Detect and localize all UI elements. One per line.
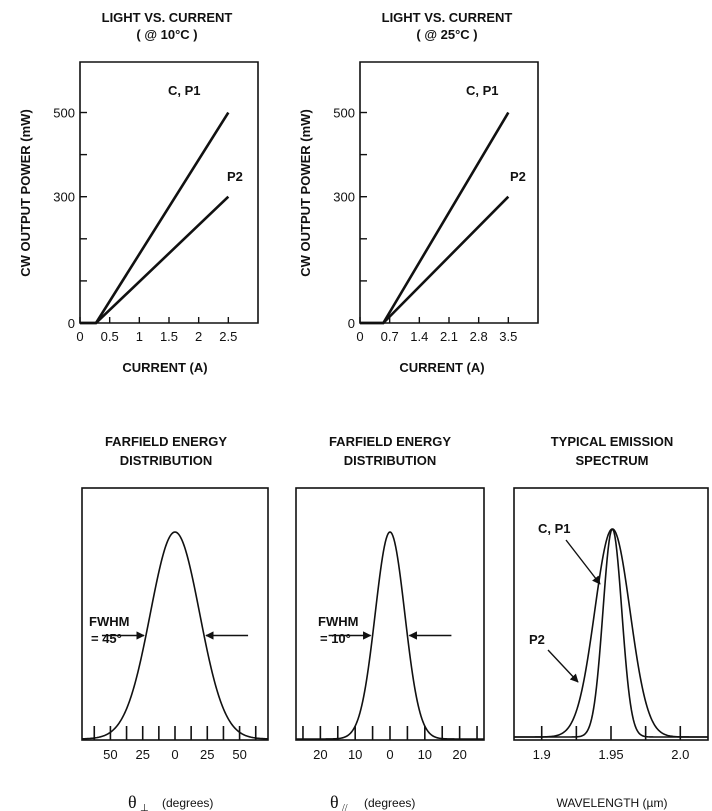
chart2-title: LIGHT VS. CURRENT [382,10,513,25]
x-tick-label: 25 [200,747,214,762]
chart4-axis-label: θ // (degrees) [330,792,415,811]
chart-farfield-parallel: FARFIELD ENERGY DISTRIBUTION 20 10 0 10 20 F… [295,434,485,811]
chart4-curve [296,531,484,740]
chart5-ticks: 1.9 1.95 2.0 [533,726,689,762]
x-tick-label: 2.8 [470,329,488,344]
chart5-curves [514,528,708,738]
chart2-y-axis-label: CW OUTPUT POWER (mW) [298,109,313,277]
chart5-x-axis-label: WAVELENGTH (µm) [557,796,668,810]
chart4-degrees-unit: (degrees) [364,796,415,810]
x-tick-label: 50 [232,747,246,762]
y-tick-label: 500 [53,106,75,121]
x-tick-label: 1.95 [598,747,623,762]
chart2-x-axis-label: CURRENT (A) [399,360,484,375]
chart1-ticks: 0 300 500 0 0.5 1 1.5 2 2.5 [53,106,237,344]
chart2-plot-frame [359,61,539,324]
farfield-curve [81,531,269,740]
x-tick-label: 10 [348,747,362,762]
x-tick-label: 2 [195,329,202,344]
x-tick-label: 1.5 [160,329,178,344]
chart1-series-label-p2: P2 [227,169,243,184]
y-tick-label: 300 [333,190,355,205]
chart4-title: FARFIELD ENERGY [329,434,451,449]
chart-light-vs-current-25c: LIGHT VS. CURRENT ( @ 25°C ) CW OUTPUT P… [298,10,539,375]
y-tick-label: 300 [53,190,75,205]
chart3-curve [81,531,269,740]
farfield-curve [296,531,484,740]
chart1-lines [80,111,230,325]
chart4-theta-subscript: // [342,803,348,811]
chart2-series-label-cp1: C, P1 [466,83,499,98]
x-tick-label: 50 [103,747,117,762]
x-tick-label: 2.5 [219,329,237,344]
chart3-ticks: 50 25 0 25 50 [93,726,257,762]
x-tick-label: 0.7 [381,329,399,344]
chart4-subtitle: DISTRIBUTION [344,453,436,468]
chart4-fwhm-value: = 10° [320,631,351,646]
x-tick-label: 3.5 [499,329,517,344]
chart-farfield-perpendicular: FARFIELD ENERGY DISTRIBUTION 50 25 0 25 50 F… [81,434,269,811]
spectrum-curve [514,528,708,738]
x-tick-label: 20 [313,747,327,762]
x-tick-label: 10 [418,747,432,762]
chart2-lines [360,111,510,325]
x-tick-label: 25 [135,747,149,762]
chart3-theta-symbol: θ [128,792,137,811]
x-tick-label: 1.4 [410,329,428,344]
chart3-fwhm-value: = 45° [91,631,122,646]
chart4-ticks: 20 10 0 10 20 [302,726,478,762]
chart3-degrees-unit: (degrees) [162,796,213,810]
chart5-title: TYPICAL EMISSION [551,434,674,449]
y-tick-label: 0 [348,316,355,331]
x-tick-label: 0 [386,747,393,762]
p2-pointer-arrow [547,649,579,683]
x-tick-label: 2.1 [440,329,458,344]
x-tick-label: 0.5 [101,329,119,344]
x-tick-label: 1 [136,329,143,344]
x-tick-label: 1.9 [533,747,551,762]
chart3-title: FARFIELD ENERGY [105,434,227,449]
chart2-series-label-p2: P2 [510,169,526,184]
chart1-plot-frame [79,61,259,324]
series-line [80,195,230,325]
chart5-series-label-cp1: C, P1 [538,521,571,536]
chart4-fwhm-label: FWHM [318,614,358,629]
chart-emission-spectrum: TYPICAL EMISSION SPECTRUM 1.9 1.95 2.0 C, … [513,434,709,810]
chart3-axis-label: θ ⊥ (degrees) [128,792,213,811]
chart1-x-axis-label: CURRENT (A) [122,360,207,375]
chart5-series-label-p2: P2 [529,632,545,647]
chart3-theta-subscript: ⊥ [140,803,149,811]
y-tick-label: 0 [68,316,75,331]
chart1-y-axis-label: CW OUTPUT POWER (mW) [18,109,33,277]
cp1-pointer-arrow [565,539,601,585]
chart4-theta-symbol: θ [330,792,339,811]
chart3-subtitle: DISTRIBUTION [120,453,212,468]
x-tick-label: 0 [171,747,178,762]
x-tick-label: 20 [452,747,466,762]
chart3-fwhm-label: FWHM [89,614,129,629]
chart2-subtitle: ( @ 25°C ) [416,27,477,42]
x-tick-label: 0 [76,329,83,344]
chart1-subtitle: ( @ 10°C ) [136,27,197,42]
chart5-subtitle: SPECTRUM [576,453,649,468]
x-tick-label: 0 [356,329,363,344]
y-tick-label: 500 [333,106,355,121]
chart1-title: LIGHT VS. CURRENT [102,10,233,25]
series-line [360,195,510,325]
chart1-series-label-cp1: C, P1 [168,83,201,98]
x-tick-label: 2.0 [671,747,689,762]
chart-light-vs-current-10c: LIGHT VS. CURRENT ( @ 10°C ) CW OUTPUT P… [18,10,259,375]
